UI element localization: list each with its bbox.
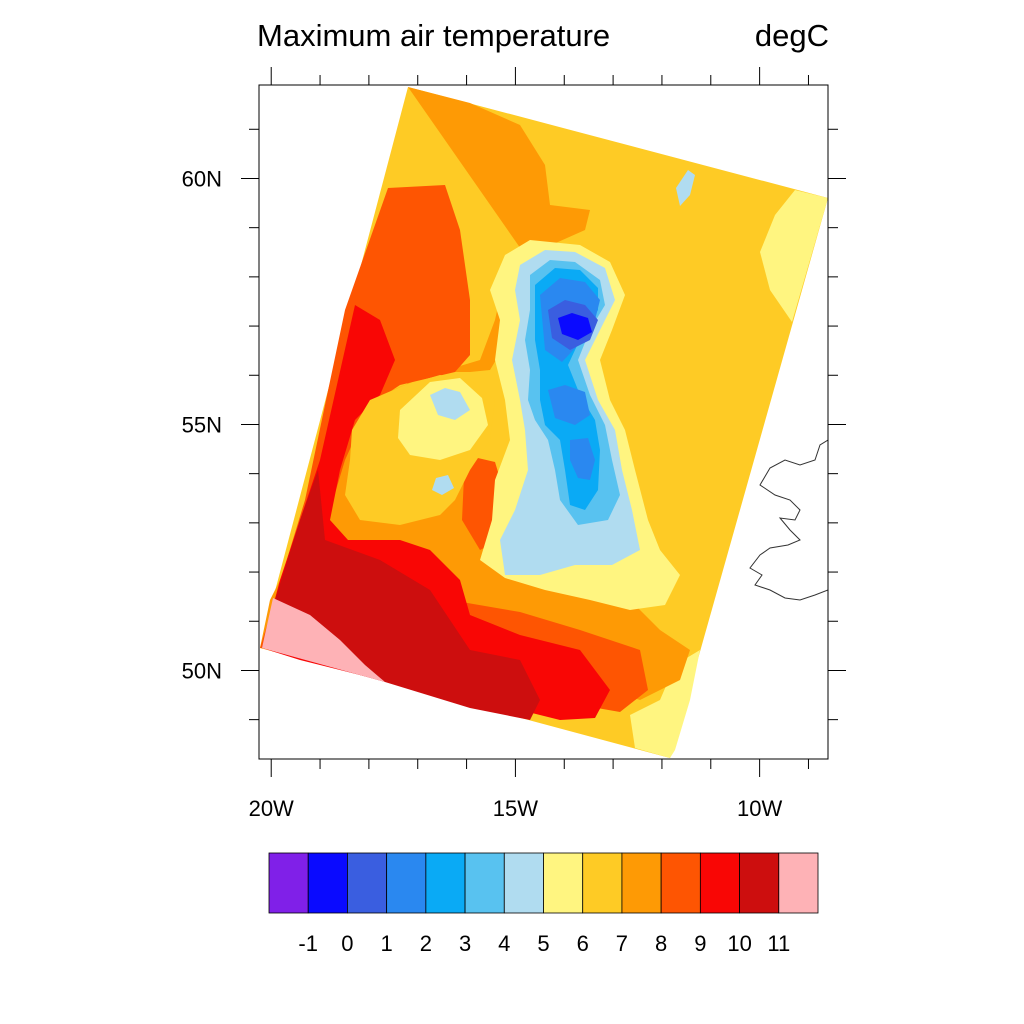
- axes-tick-labels: 20W 15W 10W 50N 55N 60N: [182, 166, 783, 821]
- colorbar-label: 10: [727, 931, 751, 956]
- colorbar-label: 0: [341, 931, 353, 956]
- field-gb-blue-3: [570, 438, 595, 480]
- axes-ticks: [241, 67, 846, 777]
- x-tick-label: 20W: [249, 796, 294, 821]
- colorbar-swatch: [268, 852, 309, 914]
- colorbar-swatch: [739, 852, 780, 914]
- colorbar-label: 7: [616, 931, 628, 956]
- field-pale-yellow-southeast: [630, 650, 700, 758]
- colorbar-swatch: [464, 852, 505, 914]
- y-tick-label: 60N: [182, 166, 222, 191]
- plot-frame: [258, 84, 829, 760]
- x-tick-label: 15W: [493, 796, 538, 821]
- field-ireland-blue-patch: [430, 388, 470, 420]
- field-gb-pure-blue: [558, 313, 592, 340]
- field-ireland-pale-yellow: [398, 378, 488, 460]
- x-tick-label: 10W: [737, 796, 782, 821]
- colorbar-swatch: [660, 852, 701, 914]
- field-pale-yellow-east: [760, 190, 828, 322]
- colorbar-swatch: [347, 852, 388, 914]
- colorbar-swatch: [621, 852, 662, 914]
- colorbar-label: 2: [420, 931, 432, 956]
- colorbar-labels: -1 0 1 2 3 4 5 6 7 8 9 10 11: [298, 931, 790, 956]
- colorbar-swatch: [543, 852, 584, 914]
- coastline-outline: [749, 439, 828, 601]
- colorbar-swatch: [582, 852, 623, 914]
- colorbar-label: 8: [655, 931, 667, 956]
- colorbar-label: 1: [381, 931, 393, 956]
- temperature-field: [260, 87, 828, 758]
- field-island-patch: [676, 170, 695, 206]
- colorbar-swatch: [425, 852, 466, 914]
- colorbar-label: 5: [537, 931, 549, 956]
- colorbar-label: 6: [577, 931, 589, 956]
- colorbar: [268, 852, 819, 914]
- chart-units: degC: [755, 18, 829, 53]
- colorbar-swatch: [778, 852, 819, 914]
- colorbar-swatch: [699, 852, 740, 914]
- y-tick-label: 55N: [182, 412, 222, 437]
- field-gb-blue-2: [548, 385, 590, 425]
- field-ireland-blue-patch-2: [432, 475, 454, 495]
- colorbar-label: 4: [498, 931, 510, 956]
- field-pink-corner: [262, 598, 385, 682]
- colorbar-label: 9: [694, 931, 706, 956]
- colorbar-swatch: [307, 852, 348, 914]
- colorbar-swatch: [386, 852, 427, 914]
- colorbar-label: 11: [767, 931, 790, 956]
- colorbar-label: 3: [459, 931, 471, 956]
- colorbar-label: -1: [298, 931, 318, 956]
- colorbar-swatch: [503, 852, 544, 914]
- y-tick-label: 50N: [182, 658, 222, 683]
- chart-title: Maximum air temperature: [257, 18, 610, 53]
